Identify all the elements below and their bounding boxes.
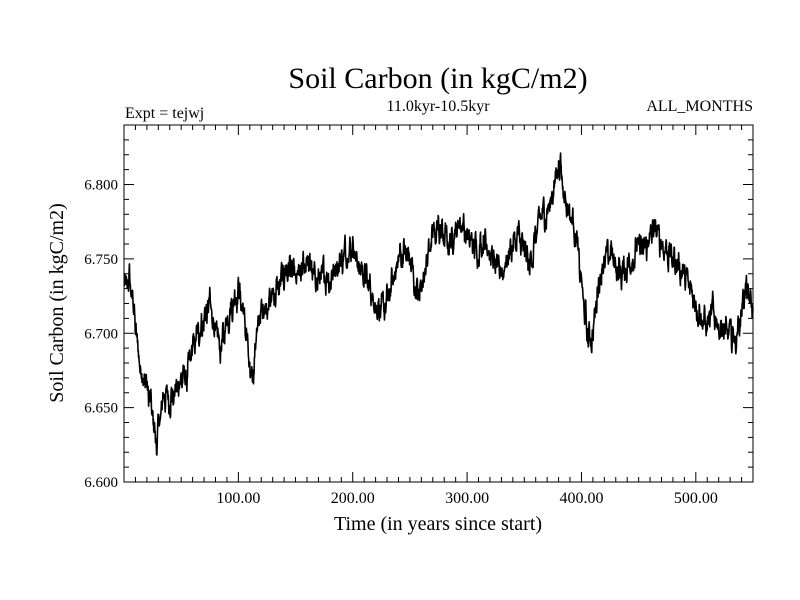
y-axis: 6.600 6.650 6.700 6.750 6.800: [84, 139, 753, 491]
x-tick-label: 100.00: [216, 490, 260, 507]
y-axis-label: Soil Carbon (in kgC/m2): [46, 203, 68, 402]
x-axis: 100.00 200.00 300.00 400.00 500.00: [134, 125, 743, 507]
x-tick-label: 200.00: [331, 490, 375, 507]
x-tick-label: 300.00: [445, 490, 489, 507]
y-tick-label: 6.700: [84, 326, 118, 342]
x-tick-label: 400.00: [559, 490, 603, 507]
series-layer: [123, 152, 754, 456]
y-tick-label: 6.600: [84, 475, 118, 491]
plot-frame: [123, 124, 754, 483]
chart-title: Soil Carbon (in kgC/m2): [288, 62, 587, 95]
series-line-0: [123, 152, 754, 456]
x-tick-label: 500.00: [674, 490, 718, 507]
y-tick-label: 6.800: [84, 178, 118, 194]
y-tick-label: 6.750: [84, 252, 118, 268]
months-label: ALL_MONTHS: [646, 98, 753, 115]
chart-subtitle: 11.0kyr-10.5kyr: [386, 98, 490, 115]
experiment-label: Expt = tejwj: [125, 105, 204, 122]
x-axis-label: Time (in years since start): [334, 513, 542, 535]
y-tick-label: 6.650: [84, 401, 118, 417]
